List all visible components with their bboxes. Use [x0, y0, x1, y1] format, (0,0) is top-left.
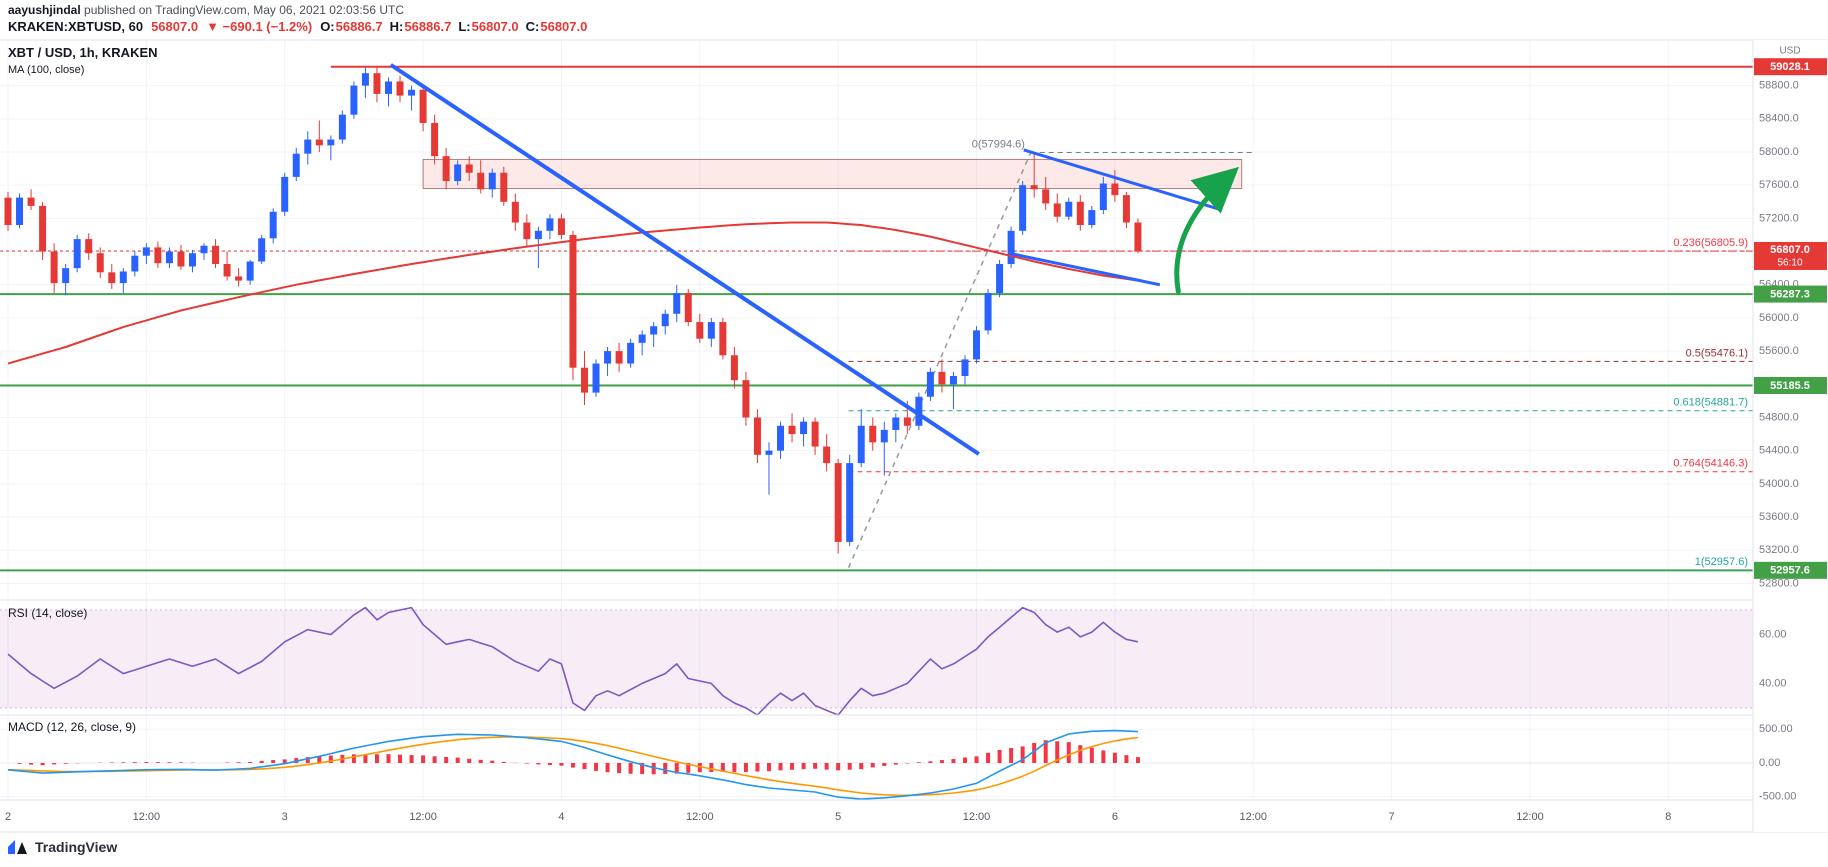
tradingview-logo-icon	[8, 840, 27, 854]
svg-text:12:00: 12:00	[409, 811, 437, 823]
tradingview-logo[interactable]: TradingView	[8, 839, 117, 855]
ohlc-values: O:56886.7 H:56886.7 L:56807.0 C:56807.0	[320, 19, 588, 34]
legend-ma-indicator[interactable]: MA (100, close)	[8, 64, 85, 76]
svg-text:54000.0: 54000.0	[1759, 478, 1799, 490]
symbol-info-bar: KRAKEN:XBTUSD, 60 56807.0 ▼ −690.1 (−1.2…	[8, 19, 587, 34]
svg-text:0.236(56805.9): 0.236(56805.9)	[1673, 237, 1748, 249]
symbol-name[interactable]: KRAKEN:XBTUSD, 60	[8, 19, 144, 34]
svg-text:12:00: 12:00	[963, 811, 991, 823]
svg-text:12:00: 12:00	[133, 811, 161, 823]
svg-text:57600.0: 57600.0	[1759, 179, 1799, 191]
svg-text:56807.0: 56807.0	[1770, 244, 1810, 256]
svg-text:58400.0: 58400.0	[1759, 113, 1799, 125]
attribution-text: published on TradingView.com, May 06, 20…	[80, 3, 405, 17]
svg-text:1(52957.6): 1(52957.6)	[1695, 556, 1748, 568]
svg-text:53200.0: 53200.0	[1759, 544, 1799, 556]
svg-text:56:10: 56:10	[1777, 258, 1802, 269]
svg-text:55185.5: 55185.5	[1770, 380, 1810, 392]
svg-text:0(57994.6): 0(57994.6)	[972, 138, 1025, 150]
svg-text:7: 7	[1389, 811, 1395, 823]
svg-text:40.00: 40.00	[1759, 677, 1787, 689]
attribution-bar: aayushjindal published on TradingView.co…	[8, 3, 404, 17]
svg-text:2: 2	[5, 811, 11, 823]
trendlines[interactable]	[389, 63, 1223, 456]
svg-text:0.618(54881.7): 0.618(54881.7)	[1673, 397, 1748, 409]
resistance-zone[interactable]	[422, 158, 1243, 190]
candlestick-series	[4, 66, 1142, 554]
svg-text:500.00: 500.00	[1759, 723, 1793, 735]
svg-text:0.764(54146.3): 0.764(54146.3)	[1673, 458, 1748, 470]
price-change: ▼ −690.1 (−1.2%)	[206, 19, 313, 34]
macd-panel	[7, 729, 1140, 800]
svg-text:4: 4	[558, 811, 564, 823]
svg-text:12:00: 12:00	[686, 811, 714, 823]
fibonacci-retracement[interactable]: 0(57994.6) 0.236(56805.9) 0.5(55476.1) 0.61…	[847, 138, 1753, 571]
svg-text:0.5(55476.1): 0.5(55476.1)	[1686, 347, 1748, 359]
last-price: 56807.0	[151, 19, 199, 34]
svg-text:54400.0: 54400.0	[1759, 445, 1799, 457]
svg-text:3: 3	[282, 811, 288, 823]
legend-symbol[interactable]: XBT / USD, 1h, KRAKEN	[8, 45, 158, 60]
svg-text:52957.6: 52957.6	[1770, 565, 1810, 577]
author-name: aayushjindal	[8, 3, 81, 17]
rsi-legend[interactable]: RSI (14, close)	[8, 606, 88, 620]
macd-legend[interactable]: MACD (12, 26, close, 9)	[8, 720, 137, 734]
svg-text:60.00: 60.00	[1759, 628, 1787, 640]
svg-text:53600.0: 53600.0	[1759, 511, 1799, 523]
time-axis[interactable]: 2 12:00 3 12:00 4 12:00 5 12:00 6 12:00 7 12:00 8	[0, 801, 1828, 831]
svg-text:56000.0: 56000.0	[1759, 312, 1799, 324]
svg-text:5: 5	[835, 811, 841, 823]
grid-layer	[0, 40, 1753, 800]
tradingview-logo-text: TradingView	[35, 839, 118, 855]
svg-text:12:00: 12:00	[1516, 811, 1544, 823]
svg-text:0.00: 0.00	[1759, 757, 1780, 769]
svg-text:59028.1: 59028.1	[1770, 61, 1810, 73]
ma-100-line	[7, 221, 1139, 365]
svg-text:58800.0: 58800.0	[1759, 80, 1799, 92]
svg-text:58000.0: 58000.0	[1759, 146, 1799, 158]
breakout-arrow[interactable]	[1174, 166, 1240, 294]
rsi-panel	[0, 606, 1753, 716]
svg-text:55600.0: 55600.0	[1759, 345, 1799, 357]
svg-text:54800.0: 54800.0	[1759, 411, 1799, 423]
svg-text:-500.00: -500.00	[1759, 791, 1796, 803]
svg-text:USD: USD	[1779, 46, 1800, 57]
panel-separators	[0, 39, 1828, 833]
svg-text:12:00: 12:00	[1239, 811, 1267, 823]
main-chart-legend: XBT / USD, 1h, KRAKEN MA (100, close)	[8, 45, 158, 76]
svg-text:52800.0: 52800.0	[1759, 577, 1799, 589]
svg-text:57200.0: 57200.0	[1759, 212, 1799, 224]
svg-text:56287.3: 56287.3	[1770, 288, 1810, 300]
svg-text:8: 8	[1665, 811, 1671, 823]
price-badges: 59028.1 56807.0 56:10 56287.3 55185.5 52957.6	[1754, 58, 1827, 579]
svg-text:6: 6	[1112, 811, 1118, 823]
price-axis[interactable]: USD 58800.0 58400.0 58000.0 57600.0 57200.0 56…	[1752, 40, 1828, 832]
